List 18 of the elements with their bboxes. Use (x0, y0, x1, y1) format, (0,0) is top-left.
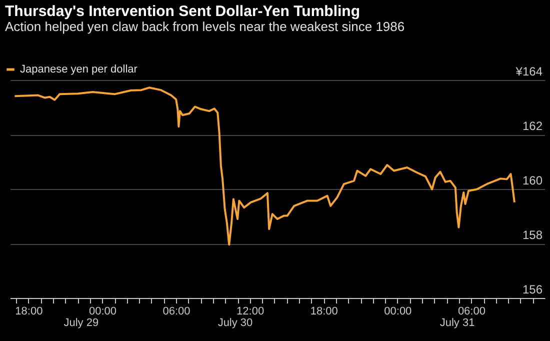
chart-title: Thursday's Intervention Sent Dollar-Yen Tumbling (5, 3, 360, 20)
x-tick-label: 06:00 (458, 306, 486, 318)
y-tick-label: 156 (522, 282, 543, 296)
chart-subtitle: Action helped yen claw back from levels near the weakest since 1986 (5, 19, 405, 34)
text: July 29 (64, 317, 99, 329)
y-tick-label: ¥164 (514, 64, 543, 78)
x-tick-label: 12:00 (236, 306, 264, 318)
y-tick-label: 160 (522, 174, 543, 188)
legend-label: Japanese yen per dollar (20, 64, 138, 76)
x-tick-label: 00:00 (384, 306, 412, 318)
x-tick-label: 00:00 (88, 306, 117, 318)
y-tick-label: 162 (522, 119, 543, 133)
x-tick-label: 18:00 (15, 306, 43, 318)
x-tick-label: 06:00 (162, 306, 190, 318)
x-tick-label: 18:00 (310, 306, 338, 318)
text: July 30 (218, 317, 253, 329)
y-tick-label: 158 (522, 228, 543, 242)
text: July 31 (440, 317, 475, 329)
